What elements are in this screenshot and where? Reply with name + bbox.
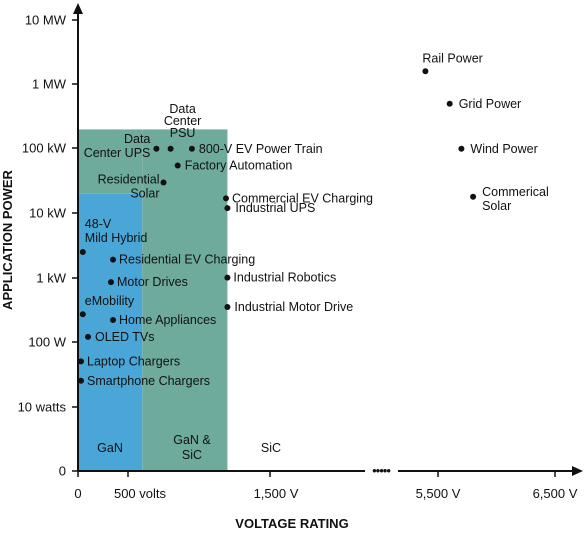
- point-label-residential-ev-charging: Residential EV Charging: [119, 253, 255, 267]
- point-label-wind-power: Wind Power: [470, 142, 537, 156]
- region-label-gan: GaN: [97, 441, 123, 455]
- x-axis-break: •••••: [372, 463, 391, 478]
- point-label-home-appliances: Home Appliances: [119, 313, 216, 327]
- point-marker-wind-power: [458, 145, 465, 152]
- point-smartphone-chargers: Smartphone Chargers: [78, 374, 210, 388]
- point-industrial-ups: Industrial UPS: [224, 201, 315, 215]
- y-tick-label-0: 0: [59, 464, 66, 479]
- point-emobility: eMobility: [79, 294, 135, 318]
- point-wind-power: Wind Power: [458, 142, 538, 156]
- point-industrial-robotics: Industrial Robotics: [224, 271, 336, 285]
- point-label-motor-drives: Motor Drives: [117, 275, 188, 289]
- point-marker-oled-tvs: [85, 333, 91, 340]
- point-marker-industrial-ups: [224, 205, 231, 212]
- regions-layer: GaN GaN & SiC SiC: [78, 129, 281, 472]
- point-marker-home-appliances: [110, 316, 116, 323]
- point-label-industrial-motor-drive: Industrial Motor Drive: [234, 300, 353, 314]
- point-marker-48-v-mild-hybrid: [79, 248, 86, 255]
- point-motor-drives: Motor Drives: [108, 275, 188, 289]
- point-residential-solar: Residential Solar: [98, 172, 167, 200]
- point-commercial-ev-charging: Commercial EV Charging: [222, 191, 373, 205]
- point-marker-industrial-robotics: [224, 274, 231, 281]
- x-tick-label-500-volts: 500 volts: [114, 486, 167, 501]
- point-label-48-v-mild-hybrid: 48-V Mild Hybrid: [85, 217, 148, 245]
- y-axis-arrow: [73, 3, 83, 14]
- point-oled-tvs: OLED TVs: [85, 330, 155, 344]
- point-marker-data-center-ups: [153, 145, 160, 152]
- point-marker-laptop-chargers: [78, 358, 84, 365]
- point-marker-motor-drives: [108, 279, 114, 286]
- region-gan: [78, 193, 143, 472]
- point-label-factory-automation: Factory Automation: [185, 159, 293, 173]
- ticks-layer: 10 MW 1 MW 100 kW 10 kW 1 kW 100 W 10 watts 00 5…: [18, 13, 578, 502]
- region-gan-sic: [142, 129, 228, 471]
- point-laptop-chargers: Laptop Chargers: [78, 354, 180, 368]
- y-tick-label-10-kw: 10 kW: [29, 206, 67, 221]
- point-label-data-center-ups: Data Center UPS: [84, 132, 151, 160]
- point-grid-power: Grid Power: [446, 97, 522, 111]
- axes-layer: •••••: [73, 3, 583, 478]
- point-industrial-motor-drive: Industrial Motor Drive: [224, 300, 353, 314]
- point-marker-grid-power: [446, 100, 453, 107]
- x-axis-arrow: [572, 466, 583, 476]
- point-label-smartphone-chargers: Smartphone Chargers: [87, 374, 210, 388]
- y-tick-label-10-watts: 10 watts: [18, 400, 67, 415]
- point-label-laptop-chargers: Laptop Chargers: [87, 354, 180, 368]
- axis-titles-layer: VOLTAGE RATING APPLICATION POWER: [0, 169, 349, 531]
- point-data-center-psu: Data Center PSU: [164, 102, 202, 152]
- points-layer: Rail Power Grid Power Wind Power Commerical…: [78, 51, 549, 388]
- point-marker-commerical-solar: [470, 193, 477, 200]
- y-tick-label-100-w: 100 W: [28, 335, 66, 350]
- point-marker-800-v-ev-power-train: [188, 145, 195, 152]
- y-tick-label-100-kw: 100 kW: [22, 141, 67, 156]
- point-marker-industrial-motor-drive: [224, 303, 231, 310]
- point-factory-automation: Factory Automation: [174, 159, 293, 173]
- point-label-industrial-robotics: Industrial Robotics: [233, 271, 336, 285]
- region-label-sic: SiC: [261, 441, 281, 455]
- point-marker-residential-solar: [160, 179, 167, 186]
- point-label-oled-tvs: OLED TVs: [95, 330, 155, 344]
- x-tick-label-0: 0: [74, 486, 81, 501]
- point-label-industrial-ups: Industrial UPS: [235, 201, 315, 215]
- x-tick-label-6-500-v: 6,500 V: [533, 486, 578, 501]
- point-label-commerical-solar: Commerical Solar: [482, 185, 549, 213]
- point-residential-ev-charging: Residential EV Charging: [110, 253, 255, 267]
- y-tick-label-10-mw: 10 MW: [25, 13, 67, 28]
- y-tick-label-1-kw: 1 kW: [36, 271, 66, 286]
- y-axis-title: APPLICATION POWER: [0, 169, 15, 309]
- point-label-residential-solar: Residential Solar: [98, 172, 160, 200]
- point-marker-commercial-ev-charging: [222, 195, 229, 202]
- y-tick-label-1-mw: 1 MW: [32, 77, 67, 92]
- point-label-800-v-ev-power-train: 800-V EV Power Train: [199, 142, 323, 156]
- x-tick-label-5-500-v: 5,500 V: [416, 486, 461, 501]
- point-marker-factory-automation: [174, 162, 181, 169]
- x-axis-title: VOLTAGE RATING: [235, 516, 348, 531]
- point-label-commercial-ev-charging: Commercial EV Charging: [232, 191, 373, 205]
- x-tick-label-1-500-v: 1,500 V: [254, 486, 299, 501]
- point-marker-emobility: [79, 311, 86, 318]
- point-label-grid-power: Grid Power: [459, 97, 522, 111]
- point-marker-rail-power: [422, 68, 429, 75]
- point-marker-smartphone-chargers: [78, 377, 84, 384]
- point-label-emobility: eMobility: [85, 294, 135, 308]
- region-label-gan-sic: GaN & SiC: [173, 433, 211, 462]
- point-label-rail-power: Rail Power: [422, 51, 482, 65]
- point-commerical-solar: Commerical Solar: [470, 185, 549, 213]
- region-gan-sic-upper: [78, 129, 143, 194]
- point-label-data-center-psu: Data Center PSU: [164, 102, 202, 140]
- point-marker-residential-ev-charging: [110, 256, 116, 263]
- point-800-v-ev-power-train: 800-V EV Power Train: [188, 142, 323, 156]
- point-48-v-mild-hybrid: 48-V Mild Hybrid: [79, 217, 148, 255]
- point-rail-power: Rail Power: [422, 51, 483, 75]
- point-data-center-ups: Data Center UPS: [84, 132, 160, 160]
- point-marker-data-center-psu: [167, 145, 174, 152]
- point-home-appliances: Home Appliances: [110, 313, 216, 327]
